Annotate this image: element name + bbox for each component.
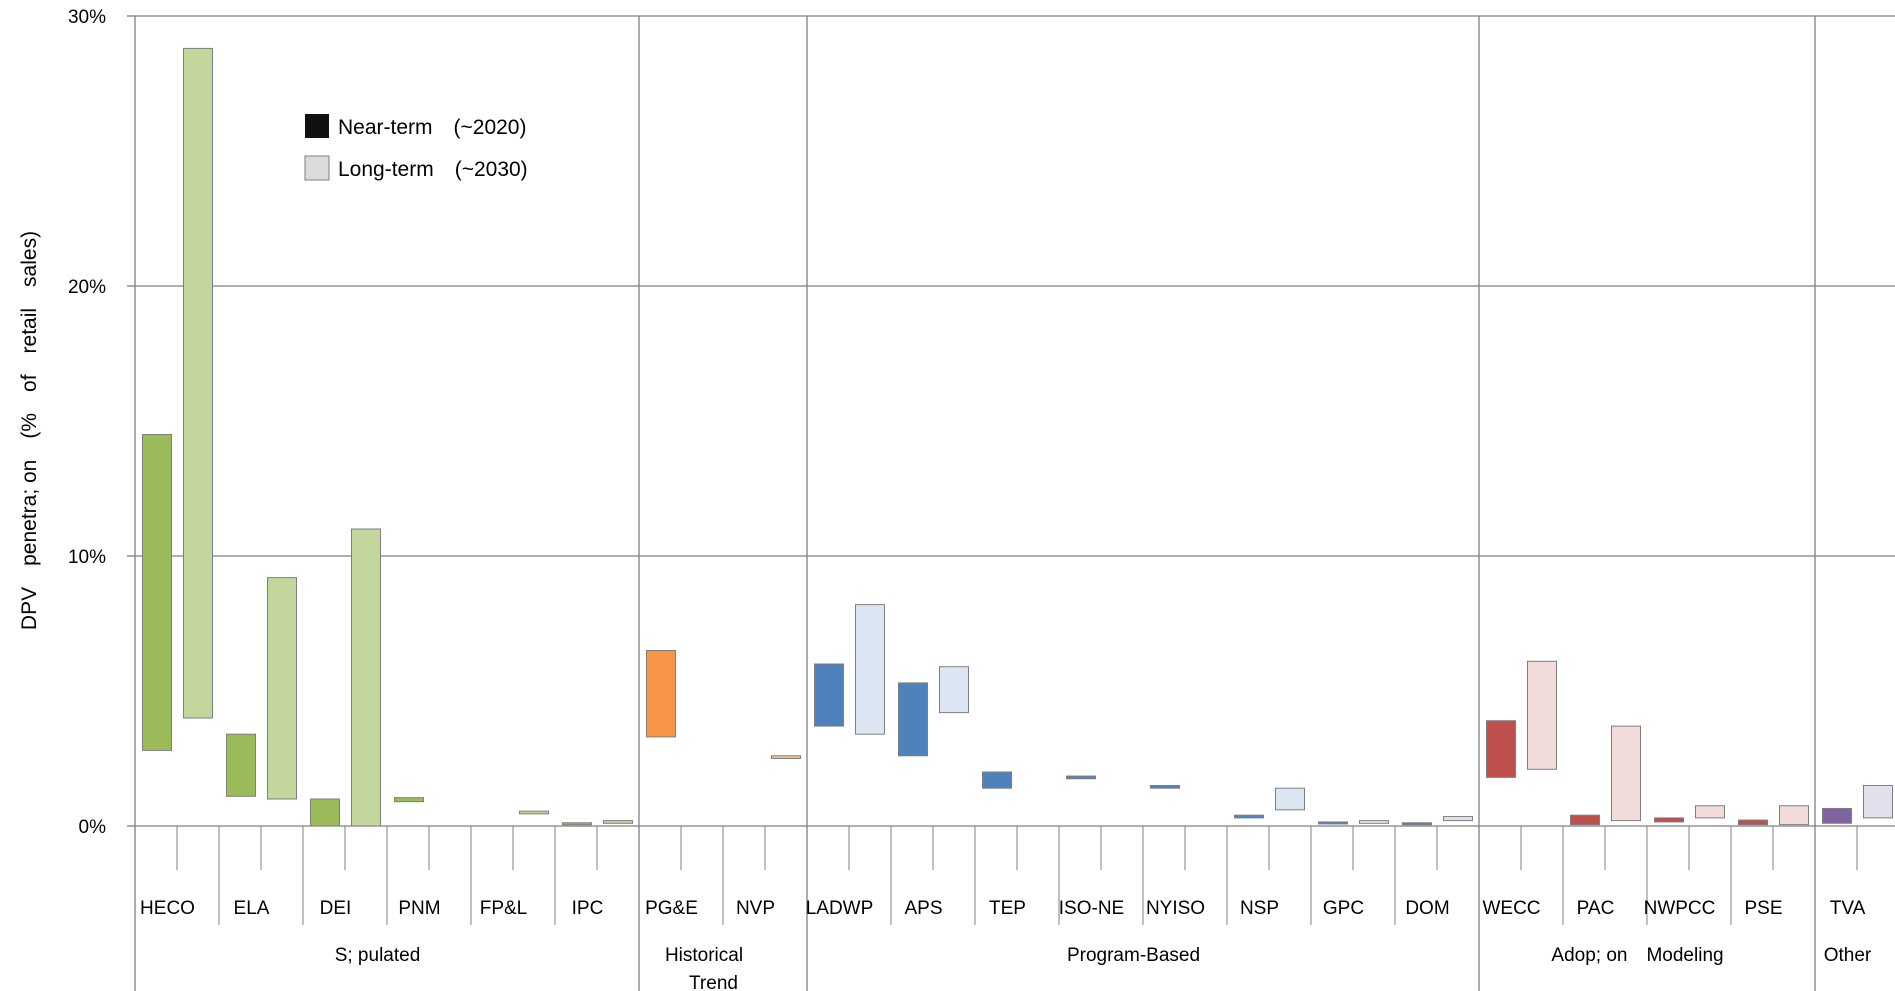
bar-long-term-g0c1 (267, 577, 297, 800)
category-label-g2c6: GPC (1323, 898, 1383, 919)
group-label-1: Historical (665, 945, 781, 966)
bar-long-term-g2c6 (1359, 820, 1389, 824)
bar-long-term-g2c1 (939, 666, 969, 714)
category-label-g2c3: ISO-NE (1059, 898, 1143, 919)
bar-long-term-g3c2 (1695, 805, 1725, 819)
category-label-g3c3: PSE (1744, 898, 1801, 919)
y-tick-label-30: 30% (68, 7, 125, 28)
bar-near-term-g2c5 (1234, 814, 1264, 819)
category-label-g2c1: APS (904, 898, 961, 919)
bar-near-term-g0c2 (310, 798, 340, 827)
bar-near-term-g2c1 (898, 682, 928, 757)
bar-long-term-g3c3 (1779, 805, 1809, 826)
category-label-g0c4: FP&L (480, 898, 547, 919)
category-label-g0c3: PNM (398, 898, 459, 919)
group-label-4: Other (1824, 945, 1891, 966)
y-tick-label-20: 20% (68, 277, 125, 298)
bar-long-term-g0c0 (183, 47, 213, 719)
category-label-g4c0: TVA (1830, 898, 1885, 919)
category-label-g3c2: NWPCC (1644, 898, 1735, 919)
category-label-g3c1: PAC (1577, 898, 1634, 919)
bar-long-term-g3c0 (1527, 660, 1557, 770)
y-tick-label-0: 0% (79, 817, 125, 838)
category-label-g1c1: NVP (736, 898, 794, 919)
legend-swatch-near-term (305, 114, 329, 138)
bar-long-term-g4c0 (1863, 785, 1893, 819)
legend: Near-term (~2020) Long-term (~2030) (304, 114, 570, 181)
bar-long-term-g2c5 (1275, 787, 1305, 811)
gridlines (135, 15, 1895, 991)
bar-near-term-g3c3 (1738, 819, 1768, 826)
group-label-0: S; pulated (335, 945, 440, 966)
category-label-g2c4: NYISO (1146, 898, 1224, 919)
category-label-g0c5: IPC (572, 898, 623, 919)
category-label-g2c7: DOM (1405, 898, 1468, 919)
bar-long-term-g2c7 (1443, 816, 1473, 822)
bar-long-term-g1c1 (771, 755, 801, 759)
bar-near-term-g4c0 (1822, 807, 1852, 824)
axes: 0% 10% 20% 30% HECO ELA DEI PNM FP&L IPC… (68, 7, 1890, 991)
bar-long-term-g0c2 (351, 528, 381, 827)
group-label-3: Adop; on Modeling (1551, 945, 1742, 966)
bar-long-term-g3c1 (1611, 725, 1641, 822)
bar-near-term-g3c0 (1486, 720, 1516, 778)
range-bars (142, 47, 1893, 827)
category-label-g3c0: WECC (1482, 898, 1559, 919)
bar-near-term-g2c6 (1318, 821, 1348, 825)
category-label-g2c5: NSP (1240, 898, 1298, 919)
bar-near-term-g2c2 (982, 771, 1012, 789)
bar-near-term-g1c0 (646, 650, 676, 738)
bar-near-term-g0c0 (142, 434, 172, 751)
legend-swatch-long-term (304, 155, 330, 181)
bar-near-term-g3c2 (1654, 817, 1684, 823)
category-label-g0c2: DEI (320, 898, 371, 919)
category-label-g0c0: HECO (140, 898, 214, 919)
category-label-g2c2: TEP (989, 898, 1045, 919)
bar-long-term-g0c5 (603, 820, 633, 824)
group-label-2: Program-Based (1067, 945, 1219, 966)
y-tick-label-10: 10% (68, 547, 125, 568)
bar-near-term-g2c7 (1402, 822, 1432, 826)
bar-near-term-g2c3 (1066, 775, 1096, 780)
legend-label-near-term: Near-term (~2020) (338, 116, 547, 139)
bar-near-term-g3c1 (1570, 814, 1600, 826)
bar-near-term-g0c5 (562, 822, 592, 826)
bar-near-term-g2c0 (814, 663, 844, 727)
bar-near-term-g0c1 (226, 733, 256, 797)
bar-near-term-g0c3 (394, 797, 424, 803)
legend-label-long-term: Long-term (~2030) (338, 158, 570, 181)
category-label-g2c0: LADWP (806, 898, 893, 919)
group-label-line2-1: Trend (689, 973, 757, 991)
y-axis-label: DPV penetra; on (% of retail sales) (18, 210, 41, 630)
bar-long-term-g2c0 (855, 604, 885, 735)
category-label-g1c0: PG&E (645, 898, 717, 919)
bar-near-term-g2c4 (1150, 785, 1180, 789)
category-label-g0c1: ELA (234, 898, 289, 919)
bar-long-term-g0c4 (519, 810, 549, 815)
